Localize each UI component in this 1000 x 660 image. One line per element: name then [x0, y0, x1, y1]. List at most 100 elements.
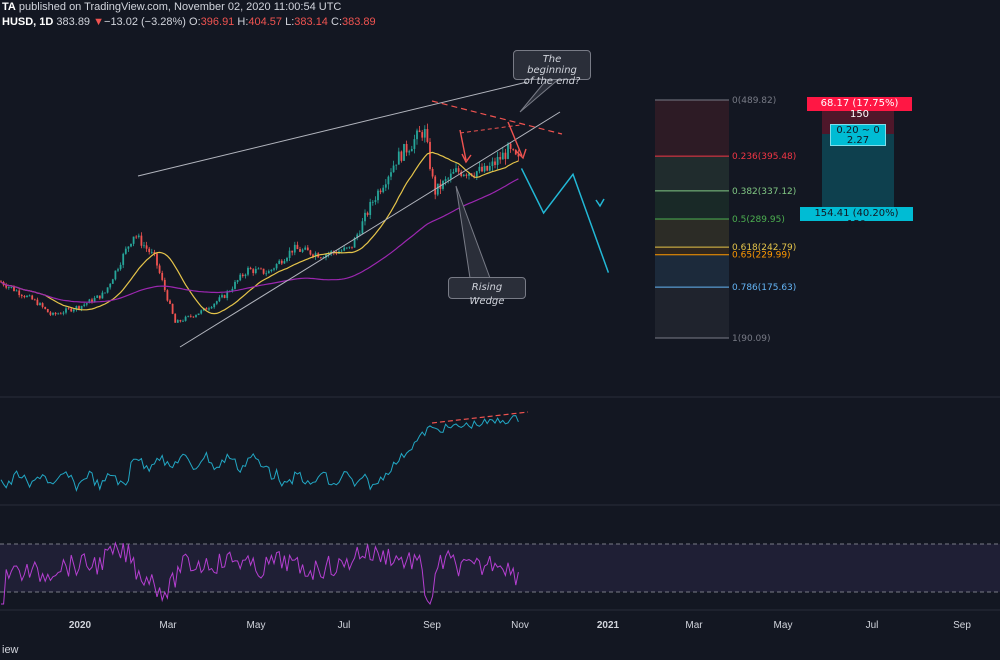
- candle-body: [226, 291, 229, 298]
- ma-slow-line: [0, 178, 519, 303]
- high-value: 404.57: [248, 16, 283, 28]
- candle-body: [475, 171, 478, 177]
- publisher-name: TA: [2, 1, 16, 13]
- open-label: O:: [189, 16, 201, 28]
- obv-line: [0, 415, 519, 492]
- red-arrow-icon: [507, 121, 527, 160]
- candle-body: [169, 300, 171, 304]
- candle-body: [23, 296, 26, 298]
- candle-body: [275, 263, 278, 269]
- publish-info: TA published on TradingView.com, Novembe…: [2, 0, 1000, 15]
- candle-body: [124, 248, 127, 254]
- fib-zone: [655, 190, 729, 220]
- stop-zone[interactable]: [822, 134, 894, 211]
- close-label: C:: [331, 16, 342, 28]
- stop-label[interactable]: 154.41 (40.20%) 150: [800, 207, 913, 230]
- projection-path[interactable]: [520, 168, 610, 273]
- candle-body: [358, 233, 361, 235]
- candle-body: [351, 246, 353, 248]
- candle-body: [265, 273, 268, 275]
- candle-body: [296, 244, 299, 250]
- candle-body: [418, 130, 421, 133]
- close-value: 383.89: [342, 16, 376, 28]
- callout-text: Rising Wedge: [469, 282, 505, 307]
- candle-body: [184, 316, 187, 321]
- obv-divergence-line[interactable]: [431, 411, 529, 424]
- candle-body: [20, 295, 23, 297]
- fibonacci-retracement[interactable]: 0(489.82) 0.236(395.48) 0.382(337.12) 0.5(2…: [655, 96, 796, 344]
- candle-body: [340, 250, 343, 252]
- candle-body: [57, 313, 60, 315]
- time-axis[interactable]: 2020 Mar May Jul Sep Nov 2021 Mar May Jul Sep: [69, 620, 971, 631]
- candle-body: [192, 316, 195, 318]
- candle-body: [122, 253, 125, 265]
- candle-body: [114, 270, 117, 280]
- ma-fast-line: [0, 151, 519, 315]
- callout-pointer: [455, 185, 491, 279]
- candle-body: [319, 257, 322, 259]
- fib-level-label: 0.618(242.79): [732, 243, 796, 253]
- callout-text: The beginning: [527, 54, 577, 76]
- candle-body: [59, 313, 62, 315]
- candle-body: [67, 308, 70, 310]
- candle-body: [10, 286, 13, 288]
- candle-body: [356, 234, 359, 239]
- candle-body: [195, 315, 197, 317]
- time-axis-label: Sep: [953, 620, 971, 631]
- candle-body: [379, 190, 382, 193]
- risk-reward-box[interactable]: 0.20 ~ 0 2.27: [830, 124, 886, 146]
- brand-fragment: iew: [2, 644, 19, 656]
- candle-body: [410, 148, 413, 152]
- candle-body: [208, 308, 210, 310]
- candle-body: [481, 166, 483, 172]
- candlestick-series: [0, 123, 520, 323]
- candle-body: [426, 128, 429, 142]
- candle-body: [239, 274, 242, 281]
- callout-rising-wedge[interactable]: Rising Wedge: [448, 277, 526, 307]
- candle-body: [96, 295, 99, 298]
- candle-body: [455, 168, 457, 172]
- red-arrow-icon: [459, 129, 472, 164]
- candle-body: [15, 290, 18, 292]
- target-label[interactable]: 68.17 (17.75%) 150: [807, 97, 912, 120]
- candle-body: [182, 320, 184, 322]
- candle-body: [314, 253, 317, 257]
- wedge-upper-line[interactable]: [137, 81, 528, 177]
- candle-body: [130, 243, 132, 247]
- bearish-divergence-line[interactable]: [431, 100, 563, 135]
- time-axis-label: Mar: [685, 620, 703, 631]
- candle-body: [512, 148, 515, 150]
- candle-body: [143, 245, 145, 247]
- candle-body: [163, 279, 166, 291]
- candle-body: [397, 151, 400, 165]
- candle-body: [416, 130, 418, 140]
- candle-body: [260, 268, 262, 270]
- time-axis-label: 2021: [597, 620, 620, 631]
- candle-body: [156, 253, 158, 266]
- candle-body: [231, 288, 234, 292]
- candle-body: [189, 315, 192, 317]
- candle-body: [343, 247, 346, 251]
- callout-beginning[interactable]: The beginning of the end?: [513, 50, 591, 87]
- candle-body: [384, 184, 387, 188]
- time-axis-label: 2020: [69, 620, 92, 631]
- fib-zone: [655, 287, 729, 338]
- publish-text: published on TradingView.com, November 0…: [15, 1, 342, 13]
- fib-zone: [655, 156, 729, 191]
- candle-body: [442, 180, 444, 189]
- candle-body: [117, 269, 119, 271]
- candle-body: [517, 154, 520, 157]
- candle-body: [176, 320, 179, 323]
- candle-body: [509, 143, 512, 149]
- candle-body: [421, 132, 424, 138]
- time-axis-label: May: [247, 620, 266, 631]
- candle-body: [286, 257, 288, 262]
- candle-body: [374, 200, 377, 202]
- wedge-lower-line[interactable]: [179, 111, 561, 348]
- candle-body: [280, 260, 283, 264]
- candle-body: [488, 166, 491, 171]
- candle-body: [44, 306, 47, 310]
- candle-body: [312, 254, 314, 257]
- candle-body: [72, 309, 75, 312]
